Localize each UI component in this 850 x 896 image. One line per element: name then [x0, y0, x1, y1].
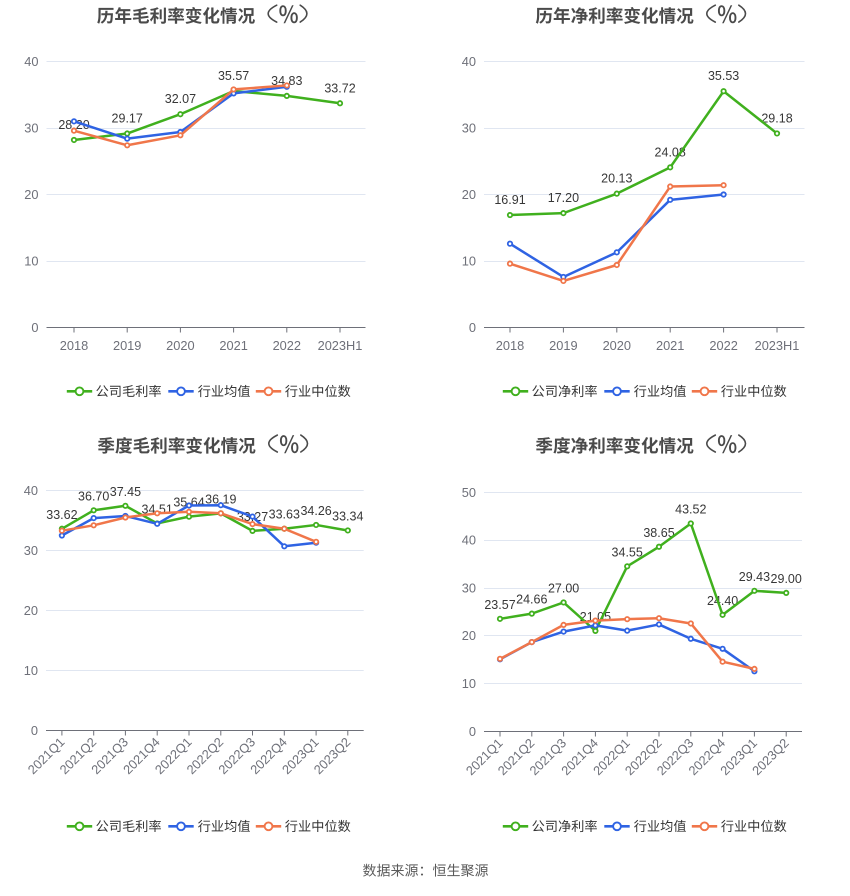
svg-text:30: 30 — [462, 580, 476, 595]
svg-text:0: 0 — [31, 320, 38, 335]
svg-text:29.00: 29.00 — [771, 572, 802, 586]
svg-text:29.43: 29.43 — [739, 570, 770, 584]
svg-text:36.70: 36.70 — [78, 489, 109, 503]
svg-text:40: 40 — [462, 533, 476, 548]
svg-text:38.65: 38.65 — [643, 526, 674, 540]
svg-text:34.26: 34.26 — [300, 504, 331, 518]
svg-text:2018: 2018 — [496, 338, 524, 353]
svg-text:33.34: 33.34 — [332, 510, 363, 524]
svg-text:40: 40 — [462, 54, 476, 69]
svg-text:33.72: 33.72 — [324, 81, 355, 95]
svg-text:10: 10 — [24, 663, 38, 678]
svg-text:2023H1: 2023H1 — [318, 338, 363, 353]
svg-text:0: 0 — [31, 723, 38, 738]
svg-text:30: 30 — [462, 120, 476, 135]
svg-text:23.57: 23.57 — [484, 598, 515, 612]
svg-text:0: 0 — [469, 320, 476, 335]
svg-text:10: 10 — [24, 253, 38, 268]
svg-text:17.20: 17.20 — [548, 191, 579, 205]
svg-text:27.00: 27.00 — [548, 581, 579, 595]
svg-text:40: 40 — [24, 483, 38, 498]
svg-text:20: 20 — [462, 187, 476, 202]
svg-text:30: 30 — [24, 120, 38, 135]
svg-text:43.52: 43.52 — [675, 503, 706, 517]
svg-text:37.45: 37.45 — [110, 485, 141, 499]
svg-text:20: 20 — [24, 187, 38, 202]
svg-text:29.17: 29.17 — [112, 112, 143, 126]
svg-text:20: 20 — [24, 603, 38, 618]
svg-text:2023H1: 2023H1 — [755, 338, 800, 353]
svg-text:24.40: 24.40 — [707, 594, 738, 608]
svg-text:20: 20 — [462, 628, 476, 643]
svg-text:0: 0 — [469, 724, 476, 739]
svg-text:24.66: 24.66 — [516, 593, 547, 607]
svg-text:33.62: 33.62 — [46, 508, 77, 522]
svg-text:29.18: 29.18 — [761, 112, 792, 126]
svg-text:35.57: 35.57 — [218, 69, 249, 83]
svg-text:40: 40 — [24, 54, 38, 69]
svg-text:35.53: 35.53 — [708, 69, 739, 83]
svg-text:16.91: 16.91 — [494, 193, 525, 207]
svg-text:2021: 2021 — [219, 338, 247, 353]
svg-text:30: 30 — [24, 543, 38, 558]
svg-text:33.63: 33.63 — [269, 508, 300, 522]
svg-text:28.20: 28.20 — [58, 118, 89, 132]
svg-text:10: 10 — [462, 253, 476, 268]
svg-text:50: 50 — [462, 485, 476, 500]
svg-text:34.55: 34.55 — [612, 545, 643, 559]
svg-text:2022: 2022 — [273, 338, 301, 353]
svg-text:2022: 2022 — [709, 338, 737, 353]
svg-text:2021: 2021 — [656, 338, 684, 353]
svg-text:36.19: 36.19 — [205, 492, 236, 506]
svg-text:2019: 2019 — [549, 338, 577, 353]
svg-text:2020: 2020 — [166, 338, 194, 353]
svg-text:2020: 2020 — [603, 338, 631, 353]
svg-text:20.13: 20.13 — [601, 172, 632, 186]
svg-text:10: 10 — [462, 676, 476, 691]
svg-text:2019: 2019 — [113, 338, 141, 353]
svg-text:2018: 2018 — [60, 338, 88, 353]
svg-text:32.07: 32.07 — [165, 92, 196, 106]
svg-text:34.83: 34.83 — [271, 74, 302, 88]
